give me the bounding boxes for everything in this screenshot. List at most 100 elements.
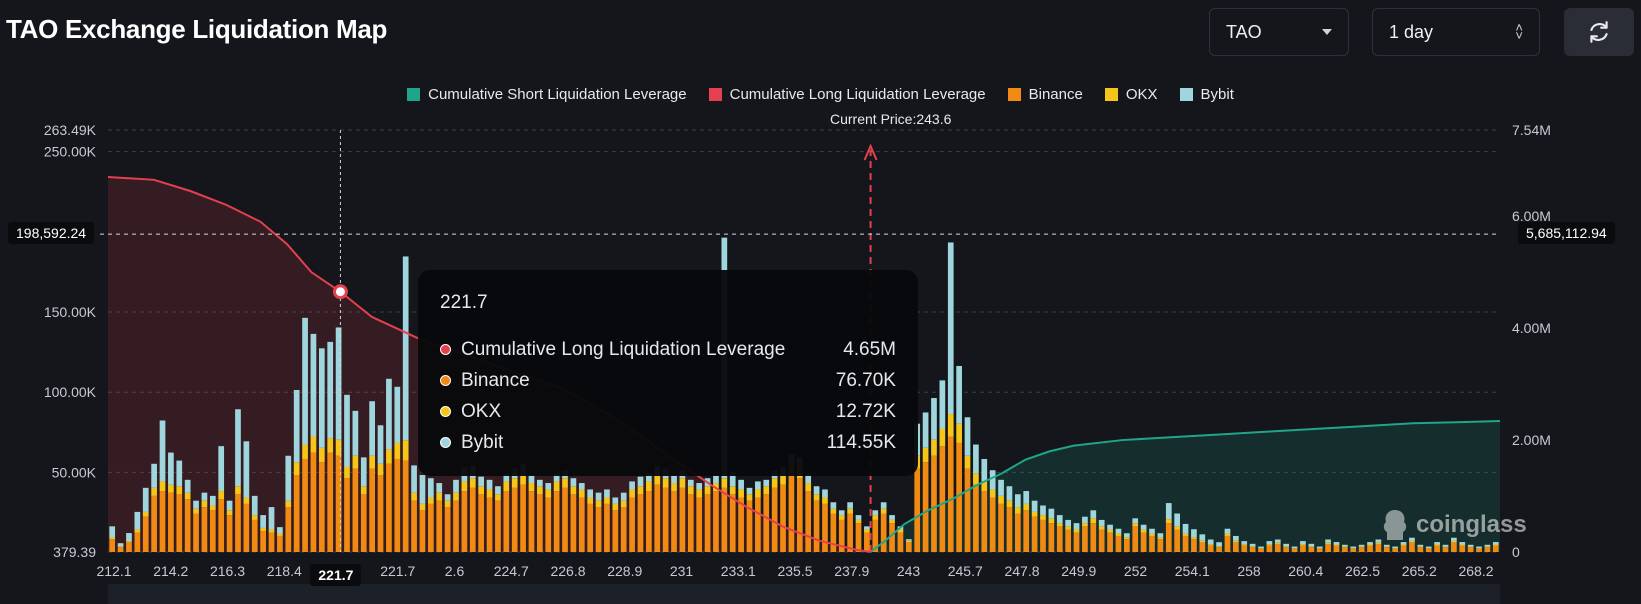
bar-okx — [612, 503, 619, 511]
bar-binance — [822, 503, 828, 552]
bar-bybit — [1165, 503, 1172, 520]
bar-binance — [1342, 547, 1348, 552]
bar-bybit — [360, 457, 367, 487]
bar-bybit — [310, 333, 317, 437]
bar-okx — [1082, 523, 1088, 527]
bar-okx — [570, 486, 577, 495]
bar-okx — [1425, 548, 1432, 549]
bar-binance — [360, 494, 367, 552]
bar-bybit — [302, 317, 308, 445]
bar-bybit — [1123, 533, 1130, 538]
bar-binance — [453, 500, 459, 552]
bar-okx — [1115, 533, 1122, 536]
bar-okx — [360, 486, 367, 495]
bar-binance — [1174, 529, 1181, 552]
legend-item[interactable]: Binance — [1007, 86, 1083, 103]
bar-okx — [427, 497, 434, 504]
bar-binance — [1476, 548, 1482, 552]
bar-binance — [537, 494, 543, 552]
bar-okx — [1056, 523, 1063, 527]
bar-okx — [696, 489, 703, 498]
bar-okx — [495, 494, 501, 501]
bar-binance — [964, 468, 971, 552]
bar-bybit — [587, 489, 594, 498]
refresh-button[interactable] — [1564, 8, 1634, 56]
bar-binance — [604, 503, 610, 552]
bar-okx — [847, 508, 853, 514]
bar-bybit — [260, 515, 266, 528]
bar-binance — [1199, 542, 1206, 552]
x-axis-tick: 260.4 — [1288, 563, 1323, 579]
bar-bybit — [528, 475, 535, 484]
bar-bybit — [386, 378, 392, 450]
x-axis-tick: 233.1 — [721, 563, 756, 579]
legend-item[interactable]: Cumulative Short Liquidation Leverage — [407, 86, 687, 103]
legend-label: Binance — [1028, 86, 1083, 103]
bar-bybit — [872, 510, 879, 516]
bar-okx — [1073, 529, 1080, 533]
bar-okx — [671, 483, 677, 492]
bar-bybit — [1484, 544, 1491, 547]
bar-okx — [469, 478, 476, 488]
legend-item[interactable]: Bybit — [1179, 86, 1234, 103]
bar-bybit — [1417, 544, 1424, 547]
bar-binance — [1233, 542, 1239, 552]
bar-bybit — [637, 476, 644, 487]
bar-binance — [109, 539, 116, 552]
legend-item[interactable]: Cumulative Long Liquidation Leverage — [708, 86, 986, 103]
tooltip-title: 221.7 — [440, 292, 488, 313]
bar-okx — [1392, 548, 1399, 549]
bar-binance — [578, 497, 585, 552]
bar-okx — [578, 489, 585, 498]
bar-bybit — [184, 479, 191, 493]
x-axis-tick: 247.8 — [1004, 563, 1039, 579]
bar-okx — [654, 475, 661, 485]
bar-binance — [981, 491, 988, 552]
bar-binance — [1484, 547, 1491, 552]
bar-binance — [587, 503, 594, 552]
x-axis-tick: 224.7 — [494, 563, 529, 579]
bar-bybit — [1425, 546, 1432, 549]
legend-item[interactable]: OKX — [1104, 86, 1158, 103]
bar-okx — [1484, 546, 1491, 548]
legend-label: Cumulative Long Liquidation Leverage — [729, 86, 986, 103]
legend-swatch — [708, 88, 722, 101]
bar-binance — [805, 491, 812, 552]
tooltip-row: Cumulative Long Liquidation Leverage 4.65… — [440, 334, 896, 365]
tooltip-series-value: 4.65M — [843, 338, 896, 360]
bar-bybit — [931, 398, 937, 440]
bar-okx — [1165, 519, 1172, 524]
bar-binance — [947, 436, 954, 552]
bar-binance — [671, 491, 677, 552]
bar-okx — [444, 500, 451, 508]
bar-binance — [134, 532, 141, 552]
bar-okx — [1258, 548, 1264, 549]
bar-okx — [1375, 542, 1382, 544]
bar-bybit — [1023, 491, 1030, 504]
coin-select[interactable]: TAO — [1209, 8, 1349, 56]
bar-bybit — [578, 483, 585, 490]
bar-okx — [386, 449, 392, 464]
bar-bybit — [763, 479, 770, 487]
bar-binance — [486, 497, 493, 552]
time-range-select[interactable]: 1 day ˄ ˅ — [1372, 8, 1540, 56]
bar-bybit — [687, 479, 694, 487]
bar-okx — [763, 486, 770, 495]
bar-bybit — [486, 479, 493, 490]
bar-bybit — [377, 425, 384, 464]
bar-binance — [1031, 516, 1038, 552]
bar-bybit — [1333, 542, 1340, 545]
bar-binance — [377, 475, 384, 552]
bar-bybit — [864, 526, 870, 530]
bar-bybit — [1249, 543, 1256, 547]
bar-binance — [1274, 543, 1281, 552]
bar-binance — [729, 494, 736, 552]
bar-bybit — [193, 500, 199, 509]
bar-okx — [1040, 515, 1046, 520]
bar-bybit — [1115, 528, 1122, 534]
bar-binance — [1400, 545, 1407, 552]
bar-bybit — [1149, 528, 1155, 534]
bar-binance — [687, 494, 694, 552]
page-title: TAO Exchange Liquidation Map — [6, 14, 388, 44]
right-axis-tick: 0 — [1512, 544, 1520, 560]
